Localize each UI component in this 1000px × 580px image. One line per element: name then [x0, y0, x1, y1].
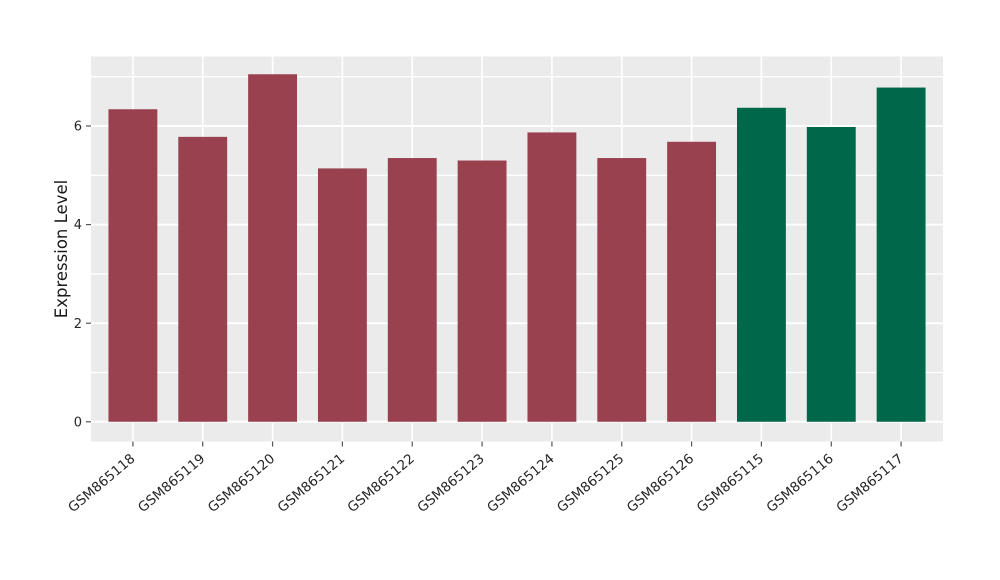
y-tick-label: 4 [74, 218, 82, 233]
bar-GSM865116 [806, 126, 856, 422]
x-tick-label: GSM865124 [484, 451, 557, 516]
bar-GSM865120 [248, 74, 298, 422]
bar-GSM865118 [108, 109, 158, 422]
x-tick-label: GSM865119 [135, 451, 208, 516]
bar-GSM865117 [876, 87, 926, 422]
plot-panel [91, 56, 943, 442]
bar-GSM865126 [667, 141, 717, 422]
x-tick-label: GSM865120 [205, 451, 278, 516]
bar-GSM865119 [178, 136, 228, 422]
bar-GSM865123 [457, 160, 507, 422]
x-tick-label: GSM865126 [624, 451, 697, 516]
x-tick-label: GSM865115 [694, 451, 767, 516]
x-tick-label: GSM865121 [275, 451, 348, 516]
y-tick-label: 0 [74, 415, 82, 430]
bar-GSM865124 [527, 132, 577, 422]
x-tick-label: GSM865117 [833, 451, 906, 516]
bar-GSM865115 [736, 107, 786, 422]
y-axis-title: Expression Level [52, 180, 71, 318]
x-tick-label: GSM865125 [554, 451, 627, 516]
x-tick-label: GSM865122 [345, 451, 418, 516]
bar-GSM865122 [387, 158, 437, 422]
y-tick-label: 2 [74, 317, 82, 332]
bar-GSM865121 [317, 168, 367, 422]
x-tick-label: GSM865116 [764, 451, 837, 516]
x-tick-label: GSM865118 [65, 451, 138, 516]
y-tick-label: 6 [74, 120, 82, 135]
bar-GSM865125 [597, 158, 647, 422]
x-tick-label: GSM865123 [414, 451, 487, 516]
